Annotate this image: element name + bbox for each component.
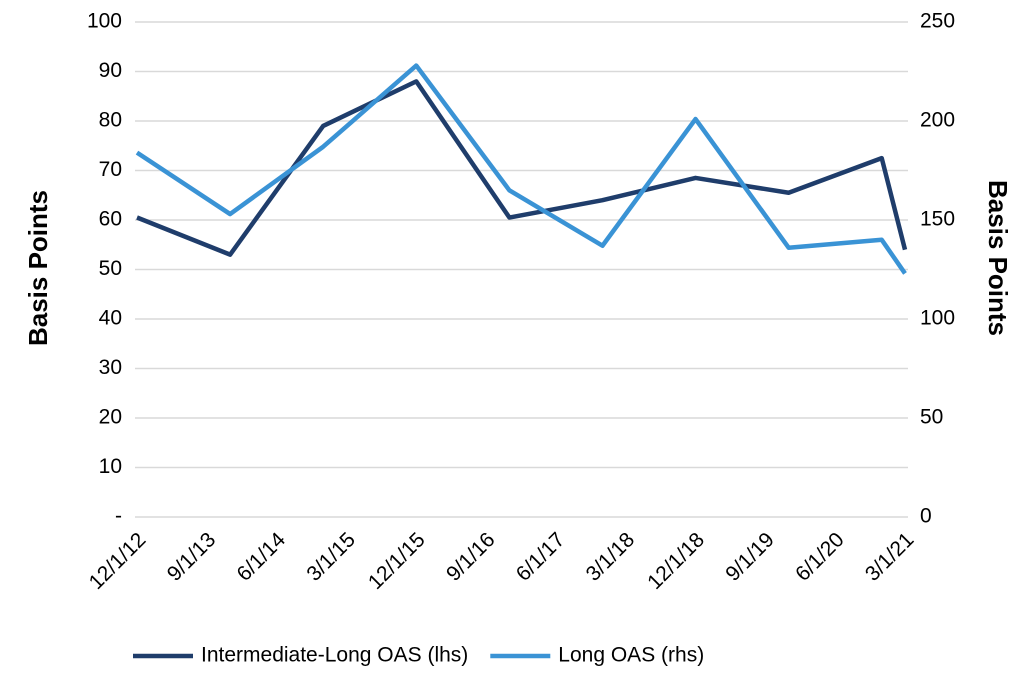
x-tick-label: 6/1/20 [791, 528, 849, 586]
series-line [136, 79, 908, 257]
legend: Intermediate-Long OAS (lhs) Long OAS (rhs… [133, 644, 704, 667]
y-tick-label: 40 [99, 307, 122, 330]
y-tick-label: 50 [99, 257, 122, 280]
x-tick-label: 6/1/14 [233, 528, 291, 586]
x-tick-label: 12/1/18 [643, 528, 709, 594]
y-tick-label: 60 [99, 208, 122, 231]
y-tick-label: 100 [87, 10, 122, 33]
y2-tick-label: 50 [920, 406, 943, 429]
y-tick-label: 30 [99, 356, 122, 379]
y2-tick-label: 200 [920, 109, 955, 132]
x-tick-label: 12/1/12 [85, 528, 151, 594]
y2-tick-label: 100 [920, 307, 955, 330]
y-axis-title: Basis Points [23, 190, 53, 346]
y-tick-label: 80 [99, 109, 122, 132]
x-tick-label: 3/1/15 [302, 528, 360, 586]
legend-label: Long OAS (rhs) [558, 644, 704, 667]
y2-tick-label: 250 [920, 10, 955, 33]
y-tick-label: 90 [99, 59, 122, 82]
x-tick-label: 3/1/21 [861, 528, 919, 586]
x-tick-label: 6/1/17 [512, 528, 570, 586]
y-tick-label: - [115, 505, 122, 528]
y-tick-label: 10 [99, 455, 122, 478]
y2-tick-label: 150 [920, 208, 955, 231]
legend-label: Intermediate-Long OAS (lhs) [201, 644, 468, 667]
x-tick-label: 12/1/15 [364, 528, 430, 594]
y-tick-label: 20 [99, 406, 122, 429]
y-tick-label: 70 [99, 158, 122, 181]
x-tick-label: 9/1/19 [721, 528, 779, 586]
y2-axis-title: Basis Points [983, 180, 1013, 336]
series-line [135, 63, 907, 275]
x-tick-label: 9/1/13 [163, 528, 221, 586]
y2-tick-label: 0 [920, 505, 932, 528]
x-tick-label: 9/1/16 [442, 528, 500, 586]
x-tick-label: 3/1/18 [582, 528, 640, 586]
